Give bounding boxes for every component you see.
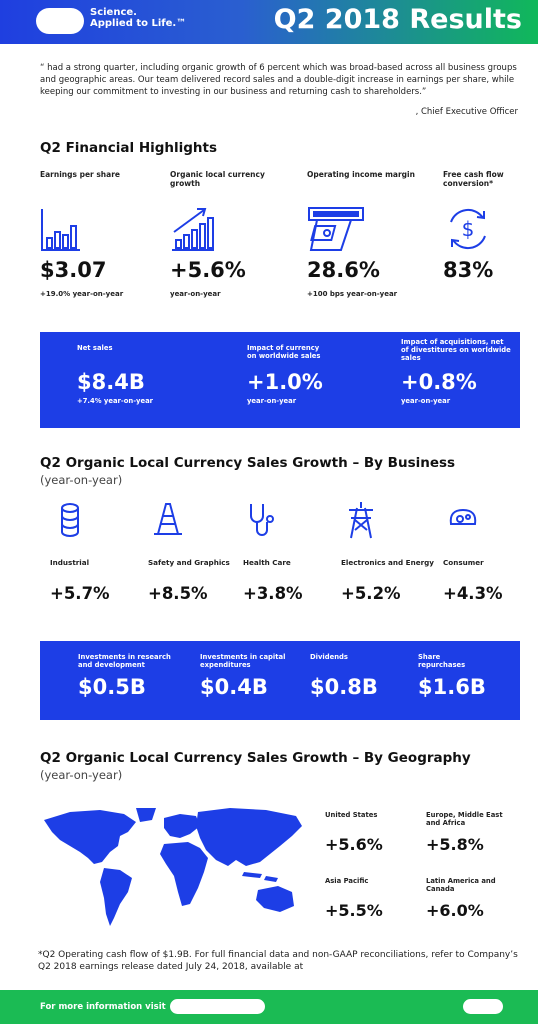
panel-value: $0.5B [78, 675, 146, 699]
investments-panel: Investments in research and development … [40, 641, 520, 720]
investment-rd: Investments in research and development … [78, 653, 178, 699]
svg-text:$: $ [462, 217, 475, 241]
highlight-free-cash-flow: Free cash flow conversion* $ 83% [443, 170, 538, 290]
world-map-icon [40, 806, 310, 934]
geo-asia-pacific: Asia Pacific +5.5% [325, 877, 415, 920]
net-sales-panel: Net sales $8.4B +7.4% year-on-year Impac… [40, 332, 520, 428]
quote-attribution: , Chief Executive Officer [415, 107, 518, 117]
geo-emea: Europe, Middle East and Africa +5.8% [426, 811, 516, 854]
highlight-label: Free cash flow conversion* [443, 170, 504, 188]
investment-capex: Investments in capital expenditures $0.4… [200, 653, 290, 699]
business-subtitle: (year-on-year) [40, 473, 123, 487]
acquisition-impact-item: Impact of acquisitions, net of divestitu… [401, 338, 513, 405]
highlight-operating-margin: Operating income margin 28.6% +100 bps y… [307, 170, 417, 298]
panel-value: $1.6B [418, 675, 486, 699]
panel-value: $0.8B [310, 675, 378, 699]
highlights-title: Q2 Financial Highlights [40, 140, 218, 156]
highlight-note: +100 bps year-on-year [307, 290, 398, 298]
business-value: +5.2% [341, 584, 401, 603]
panel-label: Share repurchases [418, 653, 466, 669]
geo-value: +5.6% [325, 835, 383, 854]
footer-link[interactable] [170, 999, 265, 1014]
geo-latin-america-canada: Latin America and Canada +6.0% [426, 877, 516, 920]
geography-subtitle: (year-on-year) [40, 768, 123, 782]
panel-label: Impact of currency on worldwide sales [247, 344, 321, 360]
business-value: +4.3% [443, 584, 503, 603]
business-health-care: Health Care +3.8% [243, 500, 339, 603]
footnote: *Q2 Operating cash flow of $1.9B. For fu… [38, 950, 518, 972]
header-banner: Science. Applied to Life.™ Q2 2018 Resul… [0, 0, 538, 44]
geo-label: United States [325, 811, 378, 819]
geo-value: +5.8% [426, 835, 484, 854]
bar-chart-icon [40, 204, 150, 254]
company-logo [36, 8, 84, 34]
panel-label: Dividends [310, 653, 348, 661]
business-value: +8.5% [148, 584, 208, 603]
traffic-cone-icon [148, 500, 244, 540]
geo-united-states: United States +5.6% [325, 811, 415, 854]
investment-dividends: Dividends $0.8B [310, 653, 400, 699]
currency-impact-item: Impact of currency on worldwide sales +1… [247, 344, 387, 405]
panel-value: +0.8% [401, 370, 477, 394]
business-value: +3.8% [243, 584, 303, 603]
business-consumer: Consumer +4.3% [443, 500, 538, 603]
panel-note: year-on-year [401, 397, 451, 405]
highlight-value: 28.6% [307, 258, 380, 282]
geo-value: +6.0% [426, 901, 484, 920]
geography-title: Q2 Organic Local Currency Sales Growth –… [40, 750, 471, 766]
highlight-note: year-on-year [170, 290, 221, 298]
panel-note: year-on-year [247, 397, 297, 405]
panel-label: Investments in research and development [78, 653, 171, 669]
tagline: Science. Applied to Life.™ [90, 7, 187, 29]
business-industrial: Industrial +5.7% [50, 500, 146, 603]
stethoscope-icon [243, 500, 339, 540]
highlight-label: Organic local currency growth [170, 170, 265, 188]
investment-share-repurchases: Share repurchases $1.6B [418, 653, 508, 699]
panel-value: +1.0% [247, 370, 323, 394]
business-label: Electronics and Energy [341, 558, 434, 567]
business-label: Industrial [50, 558, 90, 567]
panel-value: $8.4B [77, 370, 145, 394]
business-electronics-energy: Electronics and Energy +5.2% [341, 500, 437, 603]
panel-note: +7.4% year-on-year [77, 397, 154, 405]
geo-label: Asia Pacific [325, 877, 369, 885]
panel-label: Impact of acquisitions, net of divestitu… [401, 338, 511, 362]
highlight-organic-growth: Organic local currency growth +5.6% year… [170, 170, 280, 298]
footer-text: For more information visit [40, 1002, 166, 1012]
highlight-value: +5.6% [170, 258, 246, 282]
footer-logo [463, 999, 503, 1014]
business-label: Safety and Graphics [148, 558, 230, 567]
sponge-icon [443, 500, 538, 540]
geo-label: Latin America and Canada [426, 877, 496, 893]
growth-chart-icon [170, 204, 280, 254]
ceo-quote: “ had a strong quarter, including organi… [40, 63, 517, 97]
business-label: Health Care [243, 558, 291, 567]
highlight-label: Earnings per share [40, 170, 120, 179]
highlight-note: +19.0% year-on-year [40, 290, 124, 298]
highlight-eps: Earnings per share $3.07 +19.0% year-on-… [40, 170, 150, 298]
tape-roll-icon [50, 500, 146, 540]
highlight-value: 83% [443, 258, 494, 282]
footer-banner: For more information visit [0, 990, 538, 1024]
panel-label: Net sales [77, 344, 113, 352]
dollar-cycle-icon: $ [443, 204, 538, 254]
business-label: Consumer [443, 558, 484, 567]
business-title: Q2 Organic Local Currency Sales Growth –… [40, 455, 456, 471]
cash-register-icon [307, 204, 417, 254]
geo-value: +5.5% [325, 901, 383, 920]
business-safety-graphics: Safety and Graphics +8.5% [148, 500, 244, 603]
power-tower-icon [341, 500, 437, 540]
panel-label: Investments in capital expenditures [200, 653, 286, 669]
highlight-value: $3.07 [40, 258, 107, 282]
page-title: Q2 2018 Results [273, 4, 522, 35]
highlight-label: Operating income margin [307, 170, 415, 179]
business-value: +5.7% [50, 584, 110, 603]
geo-label: Europe, Middle East and Africa [426, 811, 503, 827]
panel-value: $0.4B [200, 675, 268, 699]
net-sales-item: Net sales $8.4B +7.4% year-on-year [77, 344, 217, 405]
